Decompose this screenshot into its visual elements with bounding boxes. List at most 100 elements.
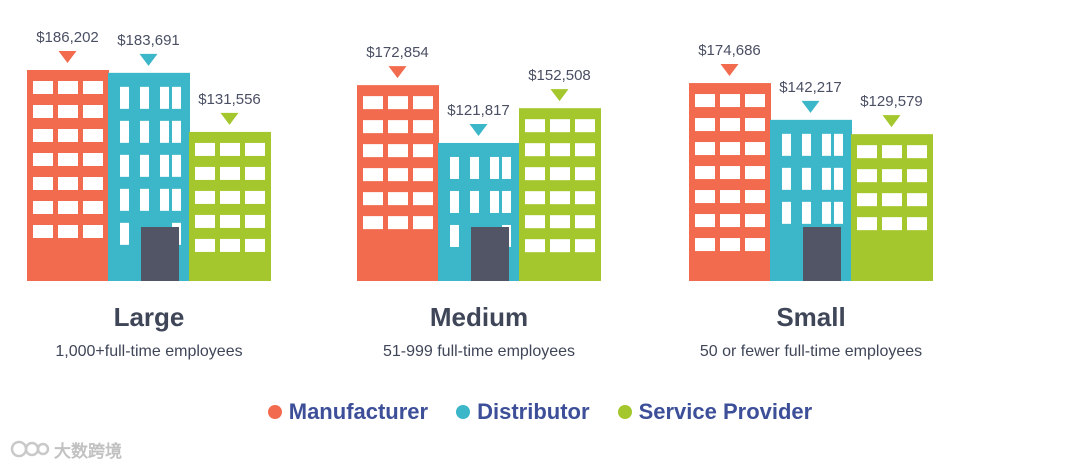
window [120,222,129,245]
window [525,143,545,157]
door-medium [471,227,509,281]
legend-item-service-provider: Service Provider [617,399,813,425]
window [857,193,877,207]
window [490,156,499,179]
window [160,120,169,143]
window [120,154,129,177]
window [220,166,240,180]
window [388,144,408,158]
group-subtitle-small: 50 or fewer full-time employees [700,343,922,360]
window [502,156,511,179]
window [172,188,181,211]
window [822,167,831,190]
window [140,188,149,211]
window [33,153,53,166]
value-label-distributor-medium: $121,817 [447,102,510,119]
legend-dot-service-provider [617,405,632,419]
window [140,120,149,143]
window [550,143,570,157]
window [575,119,595,133]
window [450,156,459,179]
value-label-service-provider-small: $129,579 [860,93,923,110]
marker-service-provider-medium [550,89,569,102]
window [802,167,811,190]
window [413,120,433,134]
buildings-layer [27,70,933,281]
window [834,133,843,156]
window [550,119,570,133]
marker-manufacturer-small [720,64,739,77]
window [550,191,570,205]
watermark-logo-icon [10,440,50,458]
legend-dot-manufacturer [267,405,282,419]
window [782,133,791,156]
window [745,166,765,180]
window [172,120,181,143]
window [907,169,927,183]
window [720,94,740,108]
window [695,190,715,204]
legend-label-distributor: Distributor [477,399,590,424]
value-label-service-provider-medium: $152,508 [528,67,591,84]
window [413,216,433,230]
window [907,193,927,207]
window [58,225,78,238]
window [195,214,215,228]
window [695,118,715,132]
window [245,214,265,228]
bar-manufacturer-small [689,83,771,281]
window [58,81,78,94]
marker-distributor-large [139,53,158,66]
window [834,201,843,224]
window [363,216,383,230]
window [120,120,129,143]
window [160,86,169,109]
window [33,177,53,190]
window [363,144,383,158]
window [195,238,215,252]
window [575,239,595,253]
window [575,215,595,229]
marker-manufacturer-large [58,51,77,63]
window [220,142,240,156]
window [220,214,240,228]
window [720,142,740,156]
watermark: 大数跨境 [10,436,122,462]
window [195,142,215,156]
marker-distributor-medium [469,123,488,136]
window [882,169,902,183]
window [83,177,103,190]
window [525,215,545,229]
window [195,166,215,180]
window [120,188,129,211]
window [58,177,78,190]
marker-service-provider-large [220,112,239,125]
legend-label-service-provider: Service Provider [638,399,813,424]
chart-area: $186,202 $183,691 $131,556 $172,854 $121,817… [27,29,933,360]
window [363,192,383,206]
window [140,154,149,177]
window [857,169,877,183]
window [388,216,408,230]
legend-item-manufacturer: Manufacturer [267,399,428,425]
window [695,214,715,228]
window [58,153,78,166]
group-title-small: Small [776,302,845,332]
marker-manufacturer-medium [388,66,407,79]
window [450,224,459,247]
window [782,167,791,190]
window [83,153,103,166]
window [83,81,103,94]
value-label-manufacturer-small: $174,686 [698,42,761,59]
window [745,190,765,204]
window [745,94,765,108]
window [490,190,499,213]
value-label-manufacturer-medium: $172,854 [366,44,429,61]
window [575,143,595,157]
window [550,239,570,253]
window [388,96,408,110]
window [220,190,240,204]
legend-dot-distributor [456,405,471,419]
window [413,192,433,206]
group-subtitle-medium: 51-999 full-time employees [383,343,575,360]
